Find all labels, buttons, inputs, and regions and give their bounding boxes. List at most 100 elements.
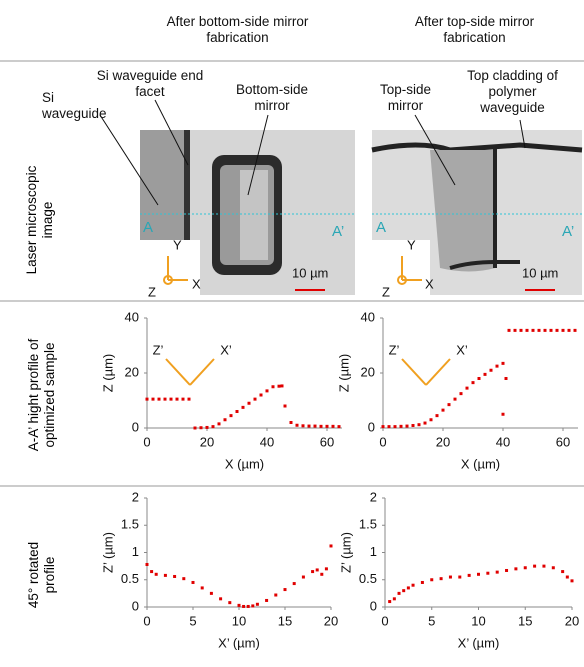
point [382,425,385,428]
x-tick-label: 0 [143,434,150,449]
point [508,329,511,332]
point [194,427,197,430]
axis-arrow [426,359,450,385]
x-tick-label: 20 [324,613,338,628]
point [496,365,499,368]
y-tick-label: 0 [368,419,375,434]
point [302,576,305,579]
point [158,398,161,401]
marker-a: A [143,219,153,236]
point [520,329,523,332]
point [150,570,153,573]
y-tick-label: 0 [132,598,139,613]
y-tick-label: 20 [125,364,139,379]
image-label: Top cladding of polymer waveguide [455,68,570,116]
point [407,586,410,589]
point [568,329,571,332]
point [242,605,245,608]
y-axis-label: Z (µm) [100,354,115,393]
point [224,418,227,421]
point [472,381,475,384]
point [484,373,487,376]
point [430,418,433,421]
x-tick-label: 20 [565,613,579,628]
y-tick-label: 0 [132,419,139,434]
point [496,571,499,574]
row-label: 45° rotated profile [26,530,58,620]
point [176,398,179,401]
point [502,413,505,416]
marker-a-prime: A’ [332,223,344,240]
y-tick-label: 2 [132,489,139,504]
x-tick-label: 5 [189,613,196,628]
x-tick-label: 20 [436,434,450,449]
point [182,398,185,401]
annotation: Z’ [389,342,400,357]
point [173,575,176,578]
point [442,409,445,412]
y-tick-label: 40 [125,309,139,324]
point [388,600,391,603]
point [398,592,401,595]
x-tick-label: 0 [381,613,388,628]
point [533,565,536,568]
point [478,377,481,380]
point [265,599,268,602]
annotation: X’ [456,342,468,357]
point [458,576,461,579]
point [561,570,564,573]
point [502,362,505,365]
x-tick-label: 40 [260,434,274,449]
point [468,574,471,577]
point [314,425,317,428]
axis-z: Z [382,284,390,299]
axis-arrow [402,359,426,385]
point [188,398,191,401]
point [566,576,569,579]
point [152,398,155,401]
point [526,329,529,332]
point [256,603,259,606]
point [230,414,233,417]
point [192,581,195,584]
point [206,426,209,429]
axis-y: Y [407,237,416,252]
x-tick-label: 5 [428,613,435,628]
point [412,584,415,587]
point [266,389,269,392]
point [212,425,215,428]
point [210,592,213,595]
point [544,329,547,332]
axis-arrow [190,359,214,385]
point [284,405,287,408]
y-axis-label: Z (µm) [336,354,351,393]
image-label: Si waveguide end facet [95,68,205,100]
point [219,597,222,600]
point [155,573,158,576]
x-tick-label: 0 [379,434,386,449]
y-tick-label: 0.5 [121,571,139,586]
y-tick-label: 0.5 [359,571,377,586]
image-label: Top-side mirror [368,82,443,114]
point [514,567,517,570]
point [228,601,231,604]
y-tick-label: 2 [370,489,377,504]
point [556,329,559,332]
point [542,565,545,568]
point [272,385,275,388]
axis-arrow [166,359,190,385]
point [436,414,439,417]
point [296,424,299,427]
point [562,329,565,332]
point [302,424,305,427]
y-tick-label: 1 [370,544,377,559]
point [308,425,311,428]
y-tick-label: 1.5 [359,517,377,532]
point [505,377,508,380]
x-tick-label: 60 [320,434,334,449]
point [393,597,396,600]
scale-label: 10 µm [522,265,558,280]
point [260,394,263,397]
point [402,589,405,592]
point [400,425,403,428]
